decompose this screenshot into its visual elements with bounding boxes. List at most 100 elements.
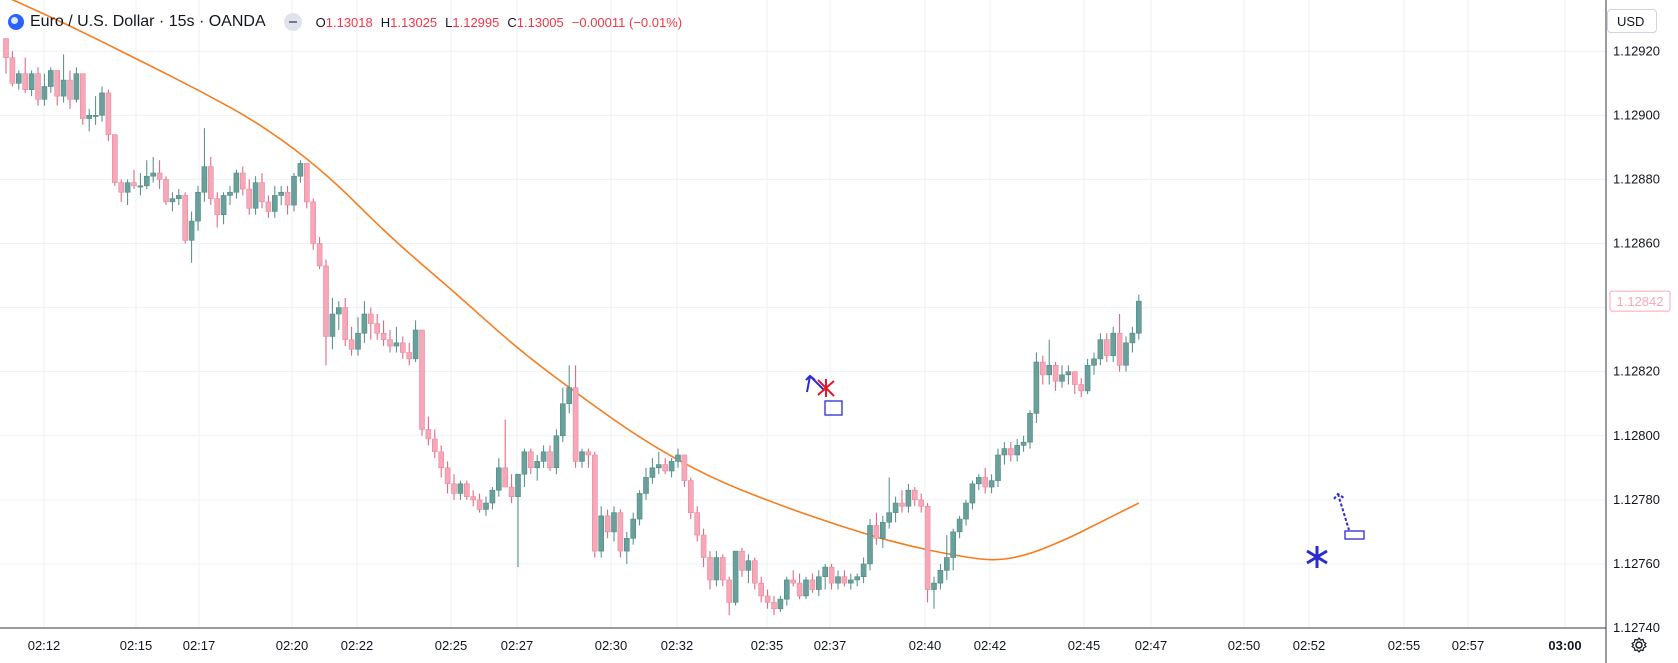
candle[interactable] [35, 67, 41, 106]
candle[interactable] [131, 169, 137, 190]
candle[interactable] [124, 179, 131, 206]
candle[interactable] [1014, 438, 1021, 462]
candle[interactable] [1033, 352, 1040, 423]
candle[interactable] [316, 237, 323, 270]
candle[interactable] [323, 259, 329, 366]
candle[interactable] [547, 445, 553, 471]
candle[interactable] [854, 573, 861, 587]
candle[interactable] [1136, 294, 1142, 340]
asterisk-marker[interactable] [1306, 546, 1328, 568]
candle[interactable] [406, 342, 413, 366]
candle[interactable] [342, 297, 349, 347]
candle[interactable] [220, 192, 227, 225]
candle[interactable] [803, 576, 809, 600]
candle[interactable] [367, 307, 374, 340]
candle[interactable] [886, 477, 893, 529]
candle[interactable] [80, 73, 86, 125]
candle[interactable] [988, 474, 995, 494]
candle[interactable] [566, 365, 573, 414]
candle[interactable] [924, 503, 931, 603]
candle[interactable] [208, 157, 214, 206]
candle[interactable] [144, 160, 150, 190]
settings-gear-icon[interactable] [1630, 636, 1648, 654]
candle[interactable] [451, 474, 457, 500]
candle[interactable] [227, 185, 233, 206]
candle[interactable] [156, 160, 163, 190]
candle[interactable] [259, 173, 265, 209]
candle[interactable] [598, 506, 605, 558]
collapse-icon[interactable] [283, 13, 302, 31]
candle[interactable] [835, 570, 841, 590]
candle[interactable] [713, 551, 720, 587]
candle[interactable] [355, 317, 361, 356]
candle[interactable] [137, 173, 144, 196]
candle[interactable] [112, 134, 118, 186]
candle[interactable] [176, 189, 182, 206]
candle[interactable] [361, 301, 368, 343]
candle[interactable] [879, 515, 886, 548]
candle[interactable] [1123, 336, 1129, 372]
candle[interactable] [412, 320, 419, 363]
candle[interactable] [86, 108, 92, 132]
candle[interactable] [515, 473, 521, 568]
candle[interactable] [937, 563, 944, 590]
candle[interactable] [777, 595, 784, 612]
candle[interactable] [1001, 442, 1008, 465]
candle[interactable] [841, 570, 848, 587]
candle[interactable] [591, 451, 598, 558]
candle[interactable] [444, 461, 451, 494]
candle[interactable] [1129, 326, 1136, 353]
candle[interactable] [60, 54, 67, 103]
candle[interactable] [982, 467, 989, 494]
candle[interactable] [431, 429, 438, 459]
candle[interactable] [662, 458, 669, 475]
candle[interactable] [771, 595, 777, 616]
candle[interactable] [310, 198, 317, 250]
candle[interactable] [47, 67, 54, 93]
candle[interactable] [790, 570, 797, 587]
candle[interactable] [67, 70, 73, 109]
candle[interactable] [105, 89, 112, 141]
candle[interactable] [399, 336, 406, 359]
candle[interactable] [502, 419, 509, 488]
candle[interactable] [739, 547, 745, 577]
candle[interactable] [1052, 362, 1059, 391]
candle[interactable] [963, 499, 969, 526]
candle[interactable] [22, 57, 29, 93]
candle[interactable] [1007, 442, 1014, 462]
candle[interactable] [719, 554, 726, 587]
candle[interactable] [233, 169, 240, 199]
candle[interactable] [707, 551, 713, 590]
candle[interactable] [419, 329, 425, 436]
candle[interactable] [1027, 410, 1033, 449]
candle[interactable] [15, 70, 22, 90]
candle[interactable] [867, 519, 873, 571]
candle[interactable] [783, 576, 790, 606]
candle[interactable] [636, 490, 643, 526]
candle[interactable] [694, 506, 701, 542]
candle[interactable] [630, 512, 637, 545]
selection-box-1[interactable] [824, 400, 843, 416]
candle[interactable] [41, 73, 48, 106]
candle[interactable] [495, 458, 502, 497]
candle[interactable] [572, 365, 579, 468]
arrow-drawing-1-tail[interactable] [809, 375, 825, 391]
candle[interactable] [297, 160, 304, 183]
candle[interactable] [521, 448, 528, 488]
candle[interactable] [540, 445, 547, 468]
candle[interactable] [508, 474, 515, 504]
candle[interactable] [687, 477, 694, 520]
candle[interactable] [393, 326, 400, 353]
candle[interactable] [246, 179, 252, 215]
selection-box-2[interactable] [1344, 530, 1365, 540]
candle[interactable] [483, 496, 489, 516]
candle[interactable] [348, 326, 355, 356]
candle[interactable] [476, 493, 483, 513]
candle[interactable] [559, 387, 566, 443]
candle[interactable] [943, 535, 950, 580]
candle[interactable] [815, 570, 822, 596]
candle[interactable] [911, 487, 918, 507]
candle[interactable] [291, 173, 297, 212]
candle[interactable] [463, 480, 470, 500]
